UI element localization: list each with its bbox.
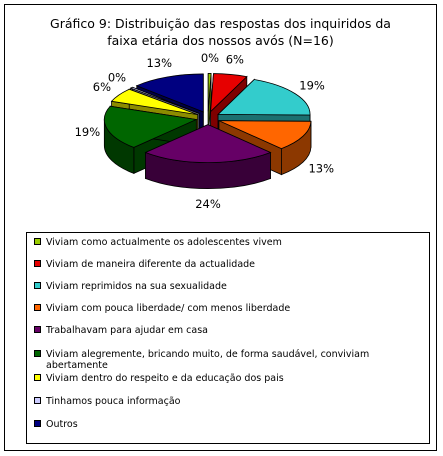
legend-item: Viviam com pouca liberdade/ com menos li… (34, 303, 419, 314)
pie-slice-0 (207, 73, 212, 112)
legend-swatch (34, 350, 41, 357)
legend-swatch (34, 374, 41, 381)
legend-item: Trabalhavam para ajudar em casa (34, 325, 419, 336)
legend-label: Viviam alegremente, bricando muito, de f… (46, 349, 370, 371)
pie-slice-1 (210, 73, 248, 113)
legend-item: Viviam dentro do respeito e da educação … (34, 373, 419, 384)
chart-legend: Viviam como actualmente os adolescentes … (26, 232, 430, 444)
pie-pct-label-4: 24% (195, 197, 221, 211)
pie-slice-4 (144, 124, 272, 163)
legend-label: Viviam com pouca liberdade/ com menos li… (46, 303, 291, 314)
pie-pct-label-8: 13% (146, 56, 172, 70)
legend-label: Viviam dentro do respeito e da educação … (46, 373, 284, 384)
legend-label: Outros (46, 419, 78, 430)
legend-item: Viviam reprimidos na sua sexualidade (34, 281, 419, 292)
pie-pct-label-5: 19% (75, 125, 101, 139)
legend-item: Viviam alegremente, bricando muito, de f… (34, 349, 419, 371)
legend-swatch (34, 420, 41, 427)
legend-label: Trabalhavam para ajudar em casa (46, 325, 208, 336)
pie-pct-label-6: 6% (93, 80, 111, 94)
pie-pct-label-7: 0% (108, 70, 126, 84)
legend-swatch (34, 282, 41, 289)
pie-slice-7 (129, 86, 200, 114)
pie-pct-label-0: 0% (201, 51, 219, 65)
pie-slice-8 (135, 73, 204, 113)
legend-item: Viviam como actualmente os adolescentes … (34, 237, 419, 248)
chart-title: Gráfico 9: Distribuição das respostas do… (5, 15, 436, 49)
legend-label: Tinhamos pouca informação (46, 396, 181, 407)
legend-swatch (34, 326, 41, 333)
pie-pct-label-2: 19% (299, 78, 325, 92)
pie-chart: 0% 6%19%13%24%19%6%0%13% (75, 51, 334, 211)
pie-slice-5 (103, 105, 198, 148)
legend-item: Outros (34, 419, 419, 430)
chart-title-line-2: faixa etária dos nossos avós (N=16) (107, 33, 334, 48)
legend-swatch (34, 260, 41, 267)
pie-tops (103, 73, 312, 163)
pie-slice-3 (218, 120, 312, 150)
pie-slice-6 (110, 88, 198, 115)
legend-label: Viviam reprimidos na sua sexualidade (46, 281, 227, 292)
legend-swatch (34, 304, 41, 311)
legend-label: Viviam como actualmente os adolescentes … (46, 237, 282, 248)
legend-item: Viviam de maneira diferente da actualida… (34, 259, 419, 270)
pie-slice-2 (217, 79, 311, 116)
legend-swatch (34, 397, 41, 404)
legend-item: Tinhamos pouca informação (34, 396, 419, 407)
chart-title-line-1: Gráfico 9: Distribuição das respostas do… (50, 16, 391, 31)
legend-swatch (34, 238, 41, 245)
pie-labels: 0% 6%19%13%24%19%6%0%13% (75, 51, 334, 211)
pie-pct-label-3: 13% (308, 161, 334, 175)
legend-label: Viviam de maneira diferente da actualida… (46, 259, 256, 270)
pie-pct-label-1: 6% (226, 52, 244, 66)
